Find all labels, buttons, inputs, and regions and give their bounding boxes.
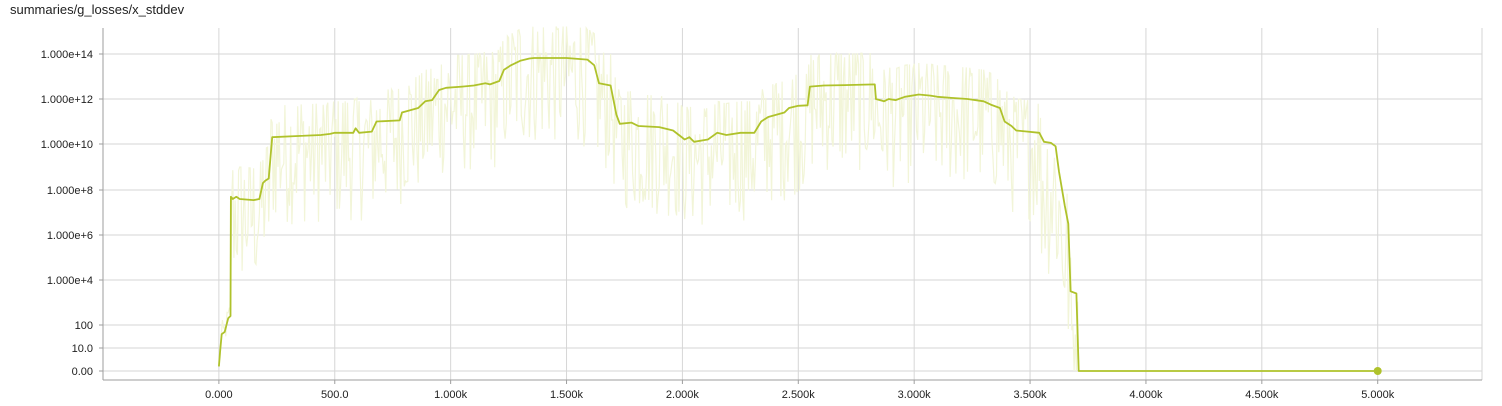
x-tick-label: 4.500k — [1245, 389, 1279, 401]
y-tick-label: 1.000e+8 — [47, 185, 93, 197]
smoothed-series[interactable] — [218, 57, 1382, 375]
x-tick-label: 3.000k — [898, 389, 932, 401]
y-tick-label: 0.00 — [72, 366, 93, 378]
y-tick-label: 1.000e+12 — [41, 94, 93, 106]
tick-labels: 0.000 500.0 1.000k 1.500k 2.000k 2.500k 3.000k… — [41, 49, 1395, 401]
y-tick-label: 1.000e+10 — [41, 139, 93, 151]
y-tick-label: 100 — [75, 320, 93, 332]
x-tick-label: 0.000 — [205, 389, 233, 401]
y-tick-label: 1.000e+4 — [47, 275, 93, 287]
x-tick-label: 4.000k — [1129, 389, 1163, 401]
grid — [103, 28, 1483, 380]
y-tick-label: 1.000e+6 — [47, 230, 93, 242]
series-end-marker[interactable] — [1373, 367, 1382, 375]
y-tick-label: 10.0 — [72, 343, 93, 355]
x-tick-label: 2.000k — [666, 389, 700, 401]
x-tick-label: 3.500k — [1014, 389, 1048, 401]
x-tick-label: 1.500k — [550, 389, 584, 401]
x-tick-label: 500.0 — [321, 389, 349, 401]
axes — [99, 28, 1482, 384]
smoothed-series-line[interactable] — [218, 57, 1378, 372]
x-tick-label: 5.000k — [1361, 389, 1395, 401]
y-tick-label: 1.000e+14 — [41, 49, 93, 61]
x-tick-label: 1.000k — [434, 389, 468, 401]
x-tick-label: 2.500k — [782, 389, 816, 401]
chart-title: summaries/g_losses/x_stddev — [10, 2, 185, 17]
